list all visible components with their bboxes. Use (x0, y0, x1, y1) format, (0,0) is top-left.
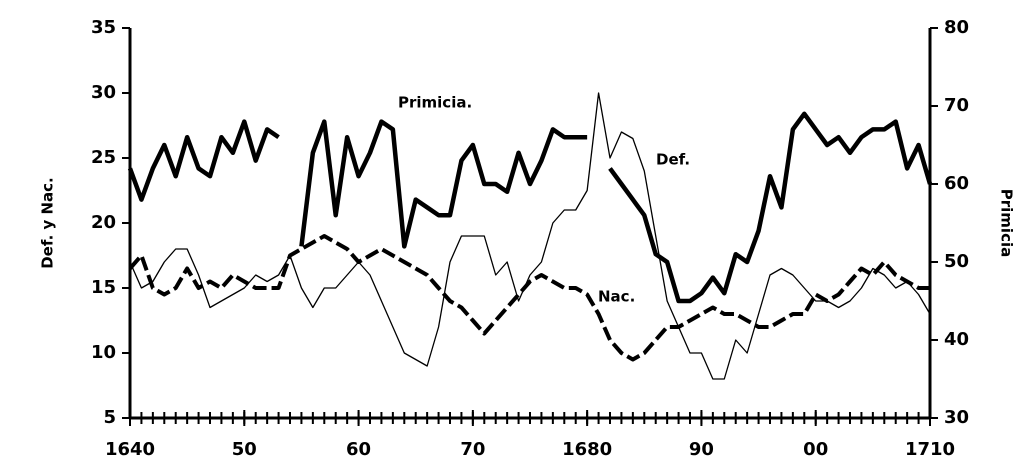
y2-tick-label: 50 (944, 251, 969, 272)
y-tick-label: 5 (103, 407, 116, 428)
x-tick-label: 00 (803, 439, 828, 460)
series-line (128, 234, 930, 362)
y2-axis-label: Primicia (998, 189, 1016, 257)
y-tick-label: 15 (91, 277, 116, 298)
x-tick-label: 90 (689, 439, 714, 460)
series-line (127, 111, 933, 304)
series-label: Nac. (598, 288, 635, 306)
series-label: Def. (656, 151, 690, 169)
series-line (129, 92, 931, 380)
x-tick-label: 50 (232, 439, 257, 460)
y2-tick-label: 70 (944, 95, 969, 116)
y-axis-label: Def. y Nac. (39, 177, 57, 269)
y-tick-label: 25 (91, 147, 116, 168)
x-tick-label: 1640 (105, 439, 155, 460)
x-tick-label: 70 (460, 439, 485, 460)
x-tick-label: 60 (346, 439, 371, 460)
series-label: Primicia. (398, 94, 472, 112)
x-tick-label: 1710 (905, 439, 955, 460)
y2-tick-label: 30 (944, 407, 969, 428)
y-tick-label: 10 (91, 342, 116, 363)
y-tick-label: 35 (91, 17, 116, 38)
y2-tick-label: 40 (944, 329, 969, 350)
x-tick-label: 1680 (562, 439, 612, 460)
y2-tick-label: 80 (944, 17, 969, 38)
y-tick-label: 30 (91, 82, 116, 103)
y-tick-label: 20 (91, 212, 116, 233)
y2-tick-label: 60 (944, 173, 969, 194)
